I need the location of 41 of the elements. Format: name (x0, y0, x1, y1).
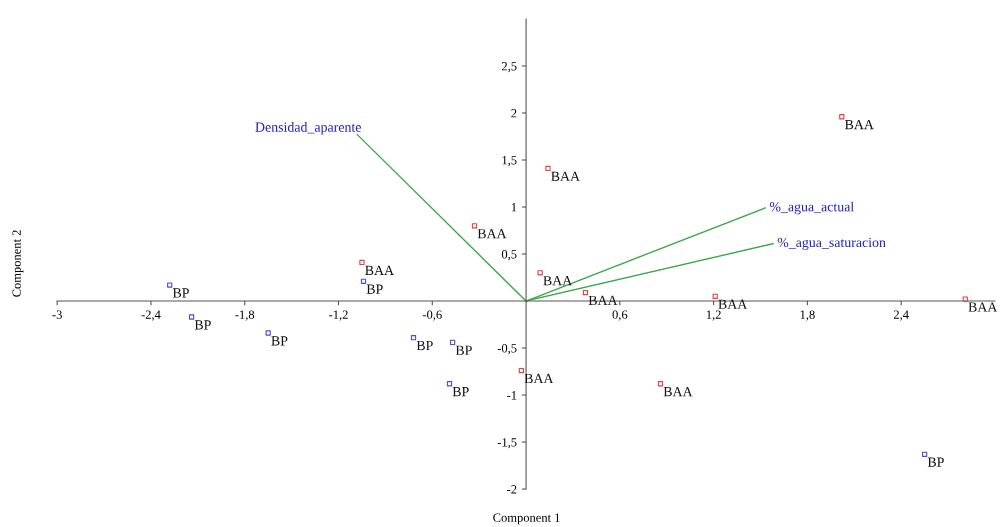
y-tick-label: 2,5 (501, 62, 517, 73)
text: BP (271, 336, 288, 346)
y-tick-label: -1,5 (497, 438, 517, 449)
text: BAA (477, 229, 507, 239)
text: BAA (663, 387, 693, 397)
text: BP (927, 457, 944, 467)
text: BP (452, 387, 469, 397)
text: BP (416, 341, 433, 351)
text: BAA (718, 299, 748, 309)
x-tick-label: -2,4 (141, 310, 161, 321)
x-tick-label: -1,2 (329, 310, 348, 321)
x-tick-label: 0,6 (612, 310, 628, 321)
series-label: BP (455, 345, 472, 355)
y-tick-label: -2 (507, 485, 517, 494)
text: BP (366, 284, 383, 294)
text: BAA (365, 265, 394, 275)
x-tick-label: -0,6 (422, 310, 442, 321)
x-tick-label: 1,2 (706, 310, 721, 321)
series-label: %_agua_actual (769, 201, 854, 215)
x-axis-title: Component 1 (493, 513, 560, 525)
y-tick-label: 0,5 (501, 250, 517, 261)
series-label: %_agua_saturacion (777, 237, 886, 250)
x-tick-label: -1,8 (235, 310, 255, 321)
y-axis-title: Component 2 (12, 230, 24, 297)
y-tick-label: -1 (507, 391, 517, 400)
x-tick-label: -3 (52, 310, 62, 319)
x-tick-label: 1,8 (800, 310, 815, 321)
y-tick-label: 2 (511, 109, 517, 118)
text: BAA (844, 120, 874, 130)
series-label: Densidad_aparente (255, 122, 361, 135)
y-tick-label: 1,5 (502, 156, 517, 167)
series-label: BAA (524, 373, 554, 384)
text: BP (172, 288, 189, 298)
text: BAA (968, 302, 998, 312)
x-tick-label: 2,4 (893, 310, 909, 321)
text: BAA (543, 276, 573, 286)
y-tick-label: 1 (511, 203, 517, 212)
text: BAA (551, 171, 580, 181)
text: BP (194, 320, 211, 330)
y-tick-label: -0,5 (497, 344, 517, 355)
text: BAA (588, 295, 618, 306)
